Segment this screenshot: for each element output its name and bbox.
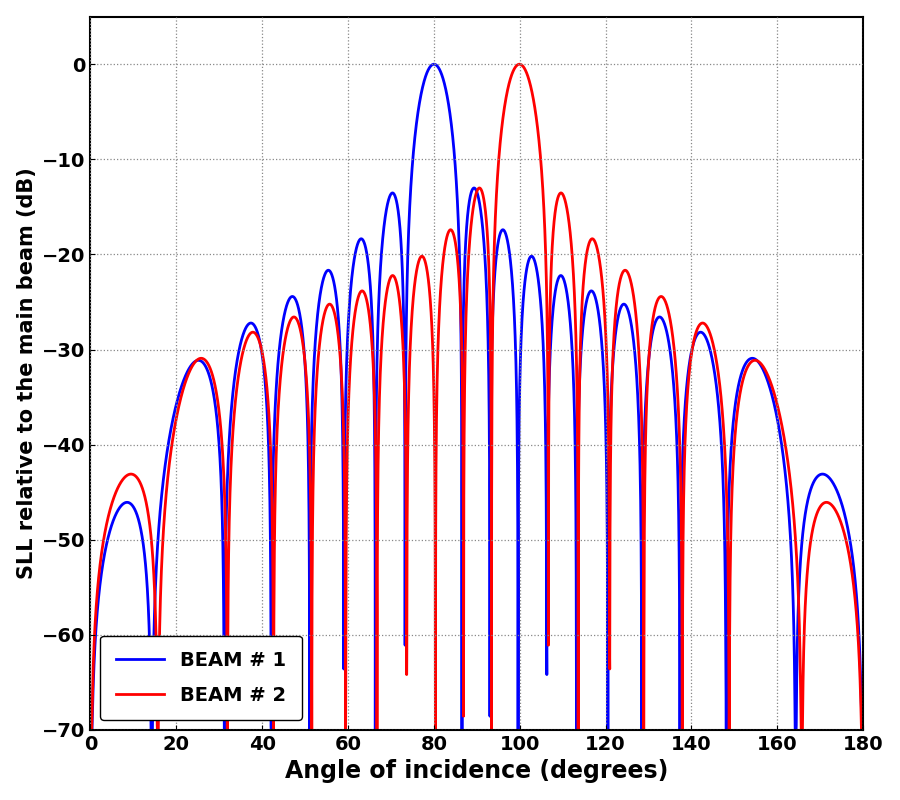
Line: BEAM # 2: BEAM # 2 — [91, 64, 863, 730]
BEAM # 1 — [662, 329, 672, 338]
BEAM # 2 — [548, 218, 559, 228]
Y-axis label: SLL relative to the main beam (dB): SLL relative to the main beam (dB) — [17, 167, 37, 579]
Legend: BEAM # 1, BEAM # 2: BEAM # 1, BEAM # 2 — [100, 635, 302, 720]
BEAM # 2 — [662, 302, 672, 311]
BEAM # 2 — [380, 294, 391, 304]
BEAM # 2 — [588, 234, 598, 244]
BEAM # 1 — [380, 210, 391, 219]
X-axis label: Angle of incidence (degrees): Angle of incidence (degrees) — [285, 759, 669, 783]
BEAM # 1 — [588, 287, 598, 297]
BEAM # 1 — [720, 654, 731, 663]
BEAM # 1 — [548, 296, 559, 306]
Line: BEAM # 1: BEAM # 1 — [91, 64, 863, 730]
BEAM # 2 — [514, 59, 525, 69]
BEAM # 2 — [858, 725, 868, 734]
BEAM # 1 — [858, 725, 868, 734]
BEAM # 1 — [225, 412, 236, 422]
BEAM # 2 — [225, 467, 236, 477]
BEAM # 1 — [86, 725, 96, 734]
BEAM # 1 — [428, 59, 439, 69]
BEAM # 2 — [86, 725, 96, 734]
BEAM # 2 — [720, 467, 731, 477]
